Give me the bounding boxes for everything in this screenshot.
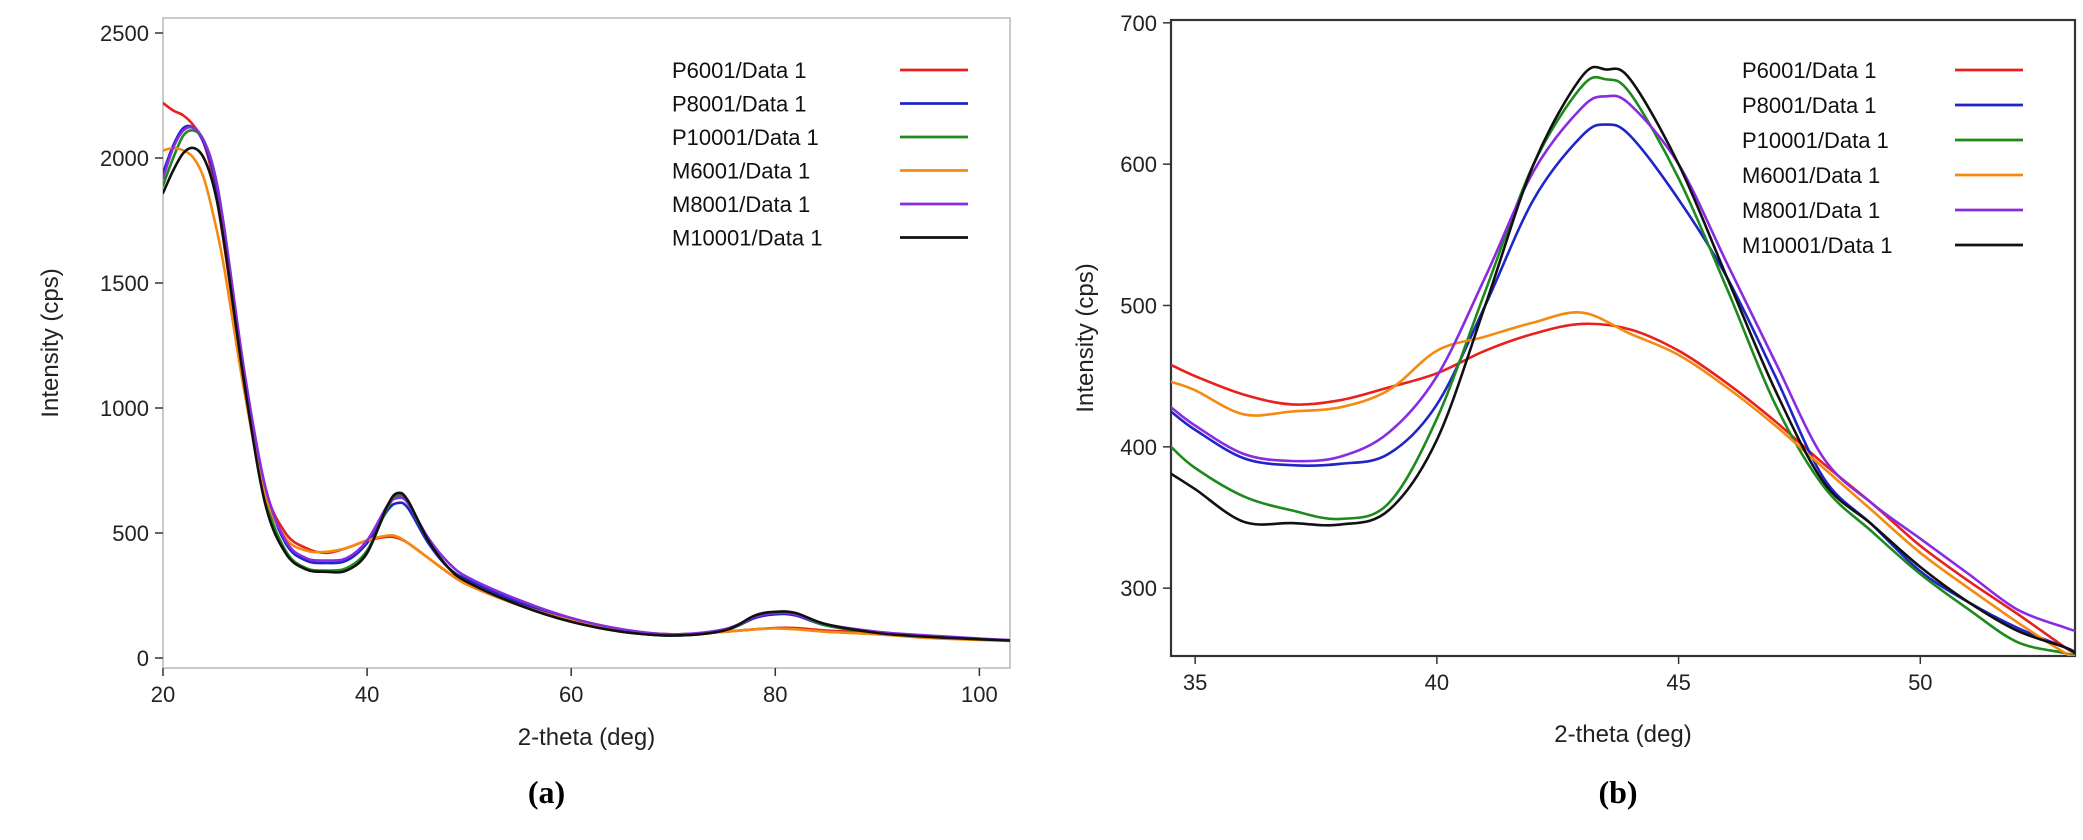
panel-label: (a) [528,774,565,810]
y-tick-label: 600 [1120,152,1157,177]
series-line-2 [1171,75,2075,656]
y-tick-label: 2500 [100,21,149,46]
x-tick-label: 50 [1908,670,1932,695]
legend-label: M10001/Data 1 [1742,233,1892,258]
x-tick-label: 80 [763,682,787,707]
x-axis-label: 2-theta (deg) [1554,721,1691,748]
y-tick-label: 400 [1120,435,1157,460]
series-line-1 [163,124,1010,642]
series-group [1171,65,2075,656]
y-axis-label: Intensity (cps) [37,268,64,417]
legend-label: P8001/Data 1 [1742,93,1877,118]
x-tick-label: 35 [1183,670,1207,695]
x-tick-label: 40 [1425,670,1449,695]
legend-label: M8001/Data 1 [672,192,810,217]
y-tick-label: 2000 [100,146,149,171]
y-tick-label: 500 [1120,293,1157,318]
legend-label: P8001/Data 1 [672,92,807,117]
series-line-5 [1171,65,2075,655]
x-axis-label: 2-theta (deg) [518,724,655,751]
legend-label: P10001/Data 1 [1742,128,1889,153]
series-group [163,101,1010,643]
y-axis-label: Intensity (cps) [1072,263,1099,412]
legend-label: P6001/Data 1 [1742,58,1877,83]
legend: P6001/Data 1 P8001/Data 1 P10001/Data 1 M60… [672,58,968,251]
series-line-1 [1171,123,2075,654]
series-line-3 [1171,311,2075,656]
plot-frame [162,17,1011,669]
series-line-0 [1171,322,2075,655]
y-tick-label: 500 [112,521,149,546]
legend-label: M6001/Data 1 [1742,163,1880,188]
series-line-5 [163,146,1010,642]
legend-label: M6001/Data 1 [672,159,810,184]
series-line-3 [163,146,1010,643]
x-tick-label: 40 [355,682,379,707]
plot-frame [1169,18,2077,658]
series-line-4 [1171,94,2075,632]
y-tick-label: 300 [1120,576,1157,601]
y-tick-label: 0 [137,646,149,671]
x-tick-label: 100 [961,682,998,707]
legend-label: M8001/Data 1 [1742,198,1880,223]
y-tick-label: 700 [1120,11,1157,36]
legend-label: M10001/Data 1 [672,226,822,251]
chart-panel-b: 35 40 45 50 300 400 500 600 700 2-theta (deg) Inte… [1072,11,2077,810]
legend-label: P10001/Data 1 [672,125,819,150]
panel-label: (b) [1598,774,1637,810]
legend: P6001/Data 1 P8001/Data 1 P10001/Data 1 M60… [1742,58,2023,258]
legend-label: P6001/Data 1 [672,58,807,83]
x-tick-label: 45 [1666,670,1690,695]
y-tick-label: 1000 [100,396,149,421]
x-tick-label: 60 [559,682,583,707]
y-tick-label: 1500 [100,271,149,296]
series-line-4 [163,125,1010,642]
x-tick-label: 20 [151,682,175,707]
series-line-2 [163,128,1010,642]
